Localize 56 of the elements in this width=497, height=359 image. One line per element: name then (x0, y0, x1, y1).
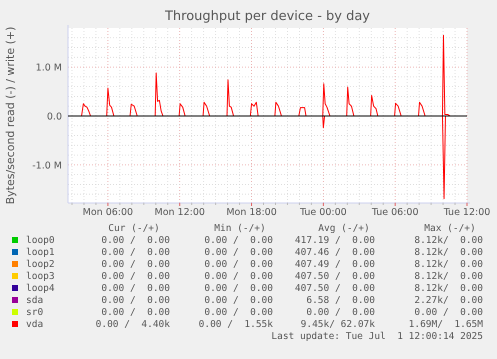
text: 0.00 / 0.00 (204, 283, 274, 294)
text: 0.00 / 0.00 (204, 235, 274, 246)
text: 0.00 / 0.00 (101, 271, 170, 282)
text: 0.00 / 0.00 (101, 235, 170, 246)
text: 8.12k/ 0.00 (414, 259, 484, 270)
legend-label: loop4 (26, 283, 55, 294)
y-tick-label: -1.0 M (32, 160, 62, 172)
text: 0.00 / 0.00 (204, 259, 274, 270)
text: 0.00 / 0.00 (101, 307, 170, 318)
text: 0.00 / 0.00 (204, 271, 274, 282)
legend-label: vda (26, 319, 44, 330)
text: Last update: Tue Jul 1 12:00:14 2025 (271, 331, 483, 342)
text: 8.12k/ 0.00 (414, 235, 484, 246)
chart-title: Throughput per device - by day (164, 9, 370, 24)
text: 417.19 / 0.00 (294, 235, 376, 246)
text: 2.27k/ 0.00 (414, 295, 484, 306)
y-tick-label: 0.0 (46, 111, 62, 122)
legend-label: loop0 (26, 235, 55, 246)
text: 0.00 / 0.00 (414, 307, 484, 318)
text: 0.00 / 0.00 (101, 283, 170, 294)
x-tick-label: Tue 06:00 (370, 207, 418, 218)
text: 6.58 / 0.00 (306, 295, 376, 306)
text: Max (-/+) (424, 223, 476, 234)
x-tick-label: Tue 00:00 (299, 207, 347, 218)
text: Cur (-/+) (108, 223, 160, 234)
x-tick-label: Mon 18:00 (226, 207, 277, 218)
text: 407.49 / 0.00 (294, 259, 376, 270)
text: 8.12k/ 0.00 (414, 283, 484, 294)
text: 8.12k/ 0.00 (414, 247, 484, 258)
text: Min (-/+) (214, 223, 266, 234)
legend-label: loop1 (26, 247, 55, 258)
text: 8.12k/ 0.00 (414, 271, 484, 282)
x-tick-label: Mon 06:00 (82, 207, 134, 218)
x-tick-label: Mon 12:00 (154, 207, 205, 218)
text: 0.00 / 0.00 (306, 307, 376, 318)
text: 0.00 / 0.00 (101, 295, 170, 306)
y-axis-title: Bytes/second read (-) / write (+) (4, 26, 17, 204)
x-tick-label: Tue 12:00 (442, 207, 490, 218)
text: Avg (-/+) (318, 223, 370, 234)
text: 407.50 / 0.00 (294, 271, 376, 282)
text: 0.00 / 0.00 (204, 307, 274, 318)
text: 407.50 / 0.00 (294, 283, 376, 294)
text: 0.00 / 4.40k (96, 319, 170, 330)
text: 0.00 / 1.55k (198, 319, 274, 330)
text: 407.46 / 0.00 (294, 247, 376, 258)
text: 1.69M/ 1.65M (408, 319, 484, 330)
text: 0.00 / 0.00 (204, 247, 274, 258)
legend-label: loop2 (26, 259, 55, 270)
text: 0.00 / 0.00 (101, 247, 170, 258)
text: 9.45k/ 62.07k (300, 319, 376, 330)
text: 0.00 / 0.00 (101, 259, 170, 270)
legend-label: sda (26, 295, 44, 306)
text: 0.00 / 0.00 (204, 295, 274, 306)
legend-label: loop3 (26, 271, 55, 282)
legend-label: sr0 (26, 307, 44, 318)
y-tick-label: 1.0 M (36, 62, 62, 74)
